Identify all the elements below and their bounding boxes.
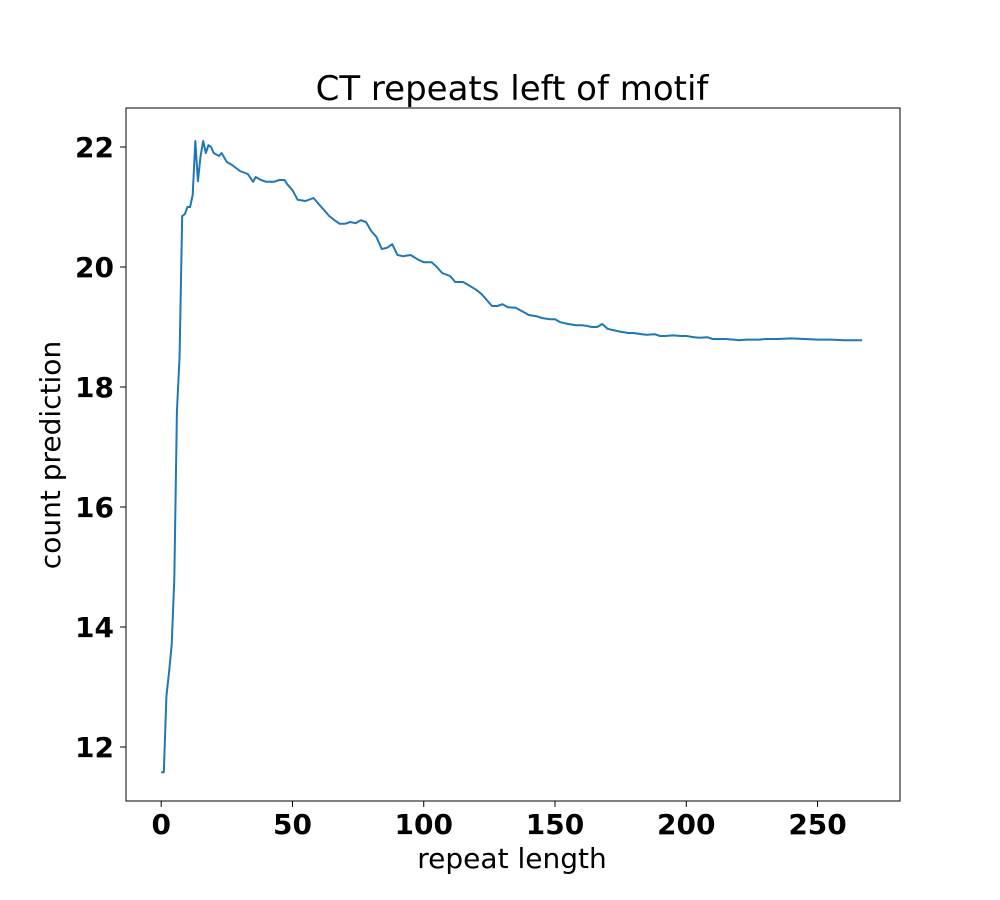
x-axis: 0 50 100 150 200 250 [151,801,847,841]
y-axis-label: count prediction [34,341,67,569]
x-tick-label: 250 [788,808,846,841]
y-tick-label: 14 [75,611,114,644]
y-tick-label: 12 [75,731,114,764]
chart-title: CT repeats left of motif [316,69,710,109]
y-tick-label: 18 [75,371,114,404]
x-tick-label: 150 [526,808,584,841]
y-tick-label: 20 [75,251,114,284]
x-tick-label: 0 [151,808,170,841]
x-tick-label: 200 [657,808,715,841]
y-tick-label: 16 [75,491,114,524]
x-axis-label: repeat length [417,842,606,875]
y-axis: 12 14 16 18 20 22 [75,131,126,764]
x-tick-label: 100 [395,808,453,841]
series-line [161,140,863,774]
plot-area-frame [125,107,901,802]
x-tick-label: 50 [273,808,312,841]
y-tick-label: 22 [75,131,114,164]
series-layer [161,140,863,774]
